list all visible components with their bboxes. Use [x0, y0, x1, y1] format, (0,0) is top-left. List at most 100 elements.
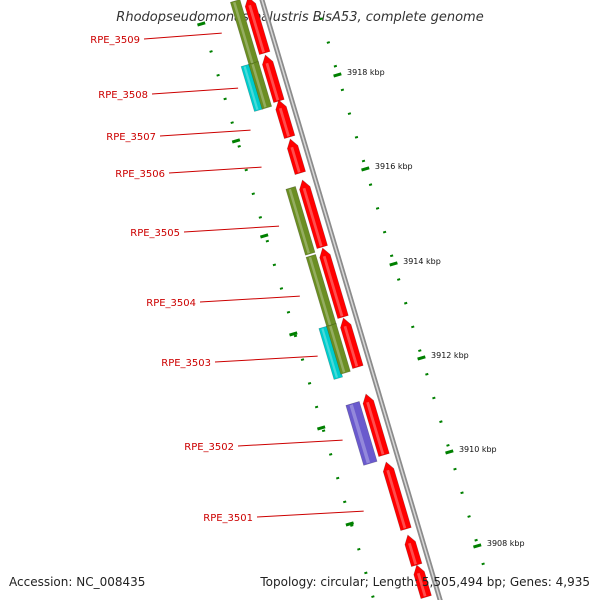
- ruler-minor-tick: [446, 444, 450, 447]
- ruler-minor-tick: [319, 17, 324, 21]
- reverse-cds-block-highlight: [308, 256, 332, 326]
- ruler-label: 3914 kbp: [403, 257, 441, 266]
- ruler-minor-tick: [347, 112, 352, 115]
- ruler-minor-tick: [389, 254, 394, 258]
- inner-major-tick: [259, 233, 269, 239]
- reverse-cds-block[interactable]: [285, 186, 316, 256]
- ruler-minor-tick: [425, 372, 429, 376]
- ruler-label: 3918 kbp: [347, 68, 385, 77]
- accession-text: Accession: NC_008435: [9, 575, 146, 589]
- inner-ruler-tick: [328, 453, 333, 456]
- gene-label-leader: [214, 355, 318, 363]
- gene-label[interactable]: RPE_3509: [90, 35, 140, 46]
- inner-ruler-tick: [307, 381, 312, 385]
- forward-cds-arrow[interactable]: [299, 179, 328, 249]
- forward-cds-arrow[interactable]: [362, 393, 390, 457]
- forward-cds-arrow[interactable]: [244, 0, 271, 55]
- ruler-minor-tick: [368, 183, 373, 187]
- inner-ruler-tick: [300, 358, 305, 362]
- inner-ruler-tick: [321, 429, 326, 433]
- backbone-highlight: [261, 0, 441, 600]
- inner-ruler-tick: [223, 97, 227, 101]
- ruler-label: 3908 kbp: [487, 539, 525, 548]
- gene-label-leader: [168, 166, 262, 174]
- forward-cds-arrow-highlight: [248, 4, 265, 53]
- forward-cds-arrow-highlight: [416, 572, 427, 597]
- forward-cds-arrow-highlight: [386, 469, 407, 529]
- ruler-minor-tick: [340, 88, 345, 92]
- inner-ruler-tick: [251, 192, 255, 196]
- ruler-minor-tick: [453, 467, 457, 471]
- cog-category-block-highlight: [243, 66, 259, 110]
- ruler-major-tick: [445, 449, 454, 455]
- forward-cds-arrow[interactable]: [404, 534, 423, 567]
- inner-ruler-tick: [286, 310, 291, 314]
- gene-label-leader: [151, 87, 239, 95]
- ruler-minor-tick: [439, 420, 443, 424]
- ruler-label: 3916 kbp: [375, 162, 413, 171]
- inner-ruler-tick: [357, 547, 361, 551]
- gene-label[interactable]: RPE_3506: [115, 169, 165, 180]
- inner-major-tick: [316, 425, 326, 431]
- gene-label[interactable]: RPE_3502: [184, 442, 234, 453]
- gene-label-leader: [159, 129, 251, 137]
- ruler-minor-tick: [361, 159, 366, 163]
- forward-cds-arrow-highlight: [343, 325, 359, 367]
- ruler-major-tick: [333, 72, 342, 78]
- forward-cds-arrow-highlight: [278, 107, 290, 137]
- ruler-minor-tick: [375, 207, 380, 210]
- inner-ruler-tick: [335, 476, 340, 480]
- ruler-minor-tick: [404, 301, 408, 305]
- inner-ruler-tick: [350, 524, 354, 527]
- ruler-minor-tick: [467, 515, 471, 518]
- inner-ruler-tick: [244, 168, 248, 172]
- reverse-cds-block[interactable]: [326, 323, 351, 375]
- gene-label[interactable]: RPE_3508: [98, 90, 148, 101]
- forward-cds-arrow-highlight: [290, 146, 301, 173]
- ruler-label: 3912 kbp: [431, 351, 469, 360]
- forward-cds-arrow[interactable]: [413, 564, 432, 599]
- forward-cds-arrow-highlight: [302, 187, 323, 247]
- cog-category-block[interactable]: [318, 325, 343, 380]
- ruler-minor-tick: [326, 41, 331, 44]
- forward-cds-arrow[interactable]: [319, 247, 349, 319]
- forward-cds-arrow-highlight: [366, 401, 385, 455]
- inner-ruler-tick: [209, 50, 213, 53]
- reverse-cds-block[interactable]: [248, 61, 273, 110]
- forward-cds-arrow-highlight: [322, 255, 344, 317]
- ruler-minor-tick: [481, 562, 485, 566]
- reverse-cds-block-highlight: [251, 63, 267, 108]
- ruler-major-tick: [389, 261, 398, 267]
- inner-ruler-tick: [279, 287, 284, 290]
- inner-major-tick: [197, 21, 206, 27]
- gene-label-leader: [237, 439, 343, 447]
- gene-label[interactable]: RPE_3504: [146, 298, 196, 309]
- ruler-minor-tick: [418, 349, 422, 352]
- forward-cds-arrow[interactable]: [340, 317, 364, 369]
- cog-category-block-highlight: [321, 328, 339, 378]
- ruler-minor-tick: [382, 230, 387, 234]
- forward-cds-arrow[interactable]: [275, 99, 296, 139]
- ruler-minor-tick: [411, 325, 415, 329]
- ruler-major-tick: [361, 166, 370, 172]
- forward-cds-arrow[interactable]: [287, 138, 306, 175]
- inner-ruler-tick: [237, 144, 241, 148]
- backbone-line: [259, 0, 443, 600]
- gene-label[interactable]: RPE_3505: [130, 228, 180, 239]
- inner-ruler-tick: [272, 263, 277, 267]
- gene-label-leader: [143, 32, 222, 40]
- inner-ruler-tick: [314, 405, 319, 409]
- gene-label[interactable]: RPE_3501: [203, 513, 253, 524]
- ruler-minor-tick: [396, 278, 401, 281]
- reverse-cds-block-highlight: [288, 188, 310, 254]
- ruler-major-tick: [417, 355, 426, 361]
- genome-title: Rhodopseudomonas palustris BisA53, compl…: [116, 10, 484, 25]
- gene-label[interactable]: RPE_3503: [161, 358, 211, 369]
- cog-category-block-purple-highlight: [349, 404, 371, 464]
- forward-cds-arrow[interactable]: [382, 461, 412, 531]
- gene-label-leader: [256, 510, 364, 518]
- gene-label[interactable]: RPE_3507: [106, 132, 156, 143]
- cog-category-block-purple[interactable]: [345, 401, 378, 466]
